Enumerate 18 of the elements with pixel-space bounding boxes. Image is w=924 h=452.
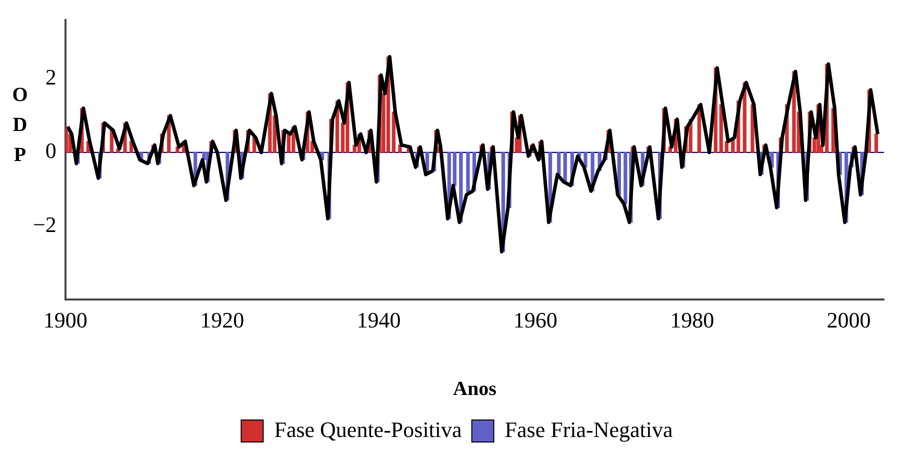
x-tick-label: 1940 — [356, 308, 401, 333]
y-axis-title: ODP — [12, 83, 28, 168]
x-tick-label: 1920 — [200, 308, 244, 333]
bar — [452, 152, 456, 186]
legend-label: Fase Fria-Negativa — [504, 416, 674, 442]
x-tick-label: 1960 — [513, 308, 558, 333]
x-tick-label: 2000 — [826, 308, 871, 333]
bar — [874, 134, 878, 153]
bar — [466, 152, 470, 196]
bar — [557, 152, 561, 175]
y-tick-label: 0 — [45, 138, 56, 164]
y-tick-label: −2 — [32, 212, 56, 237]
y-tick-label: 2 — [45, 64, 56, 90]
x-tick-label: 1980 — [670, 308, 714, 333]
x-axis-title: Anos — [453, 378, 497, 400]
legend-label: Fase Quente-Positiva — [274, 416, 462, 442]
x-tick-label: 1900 — [43, 308, 88, 333]
bar — [563, 152, 567, 182]
